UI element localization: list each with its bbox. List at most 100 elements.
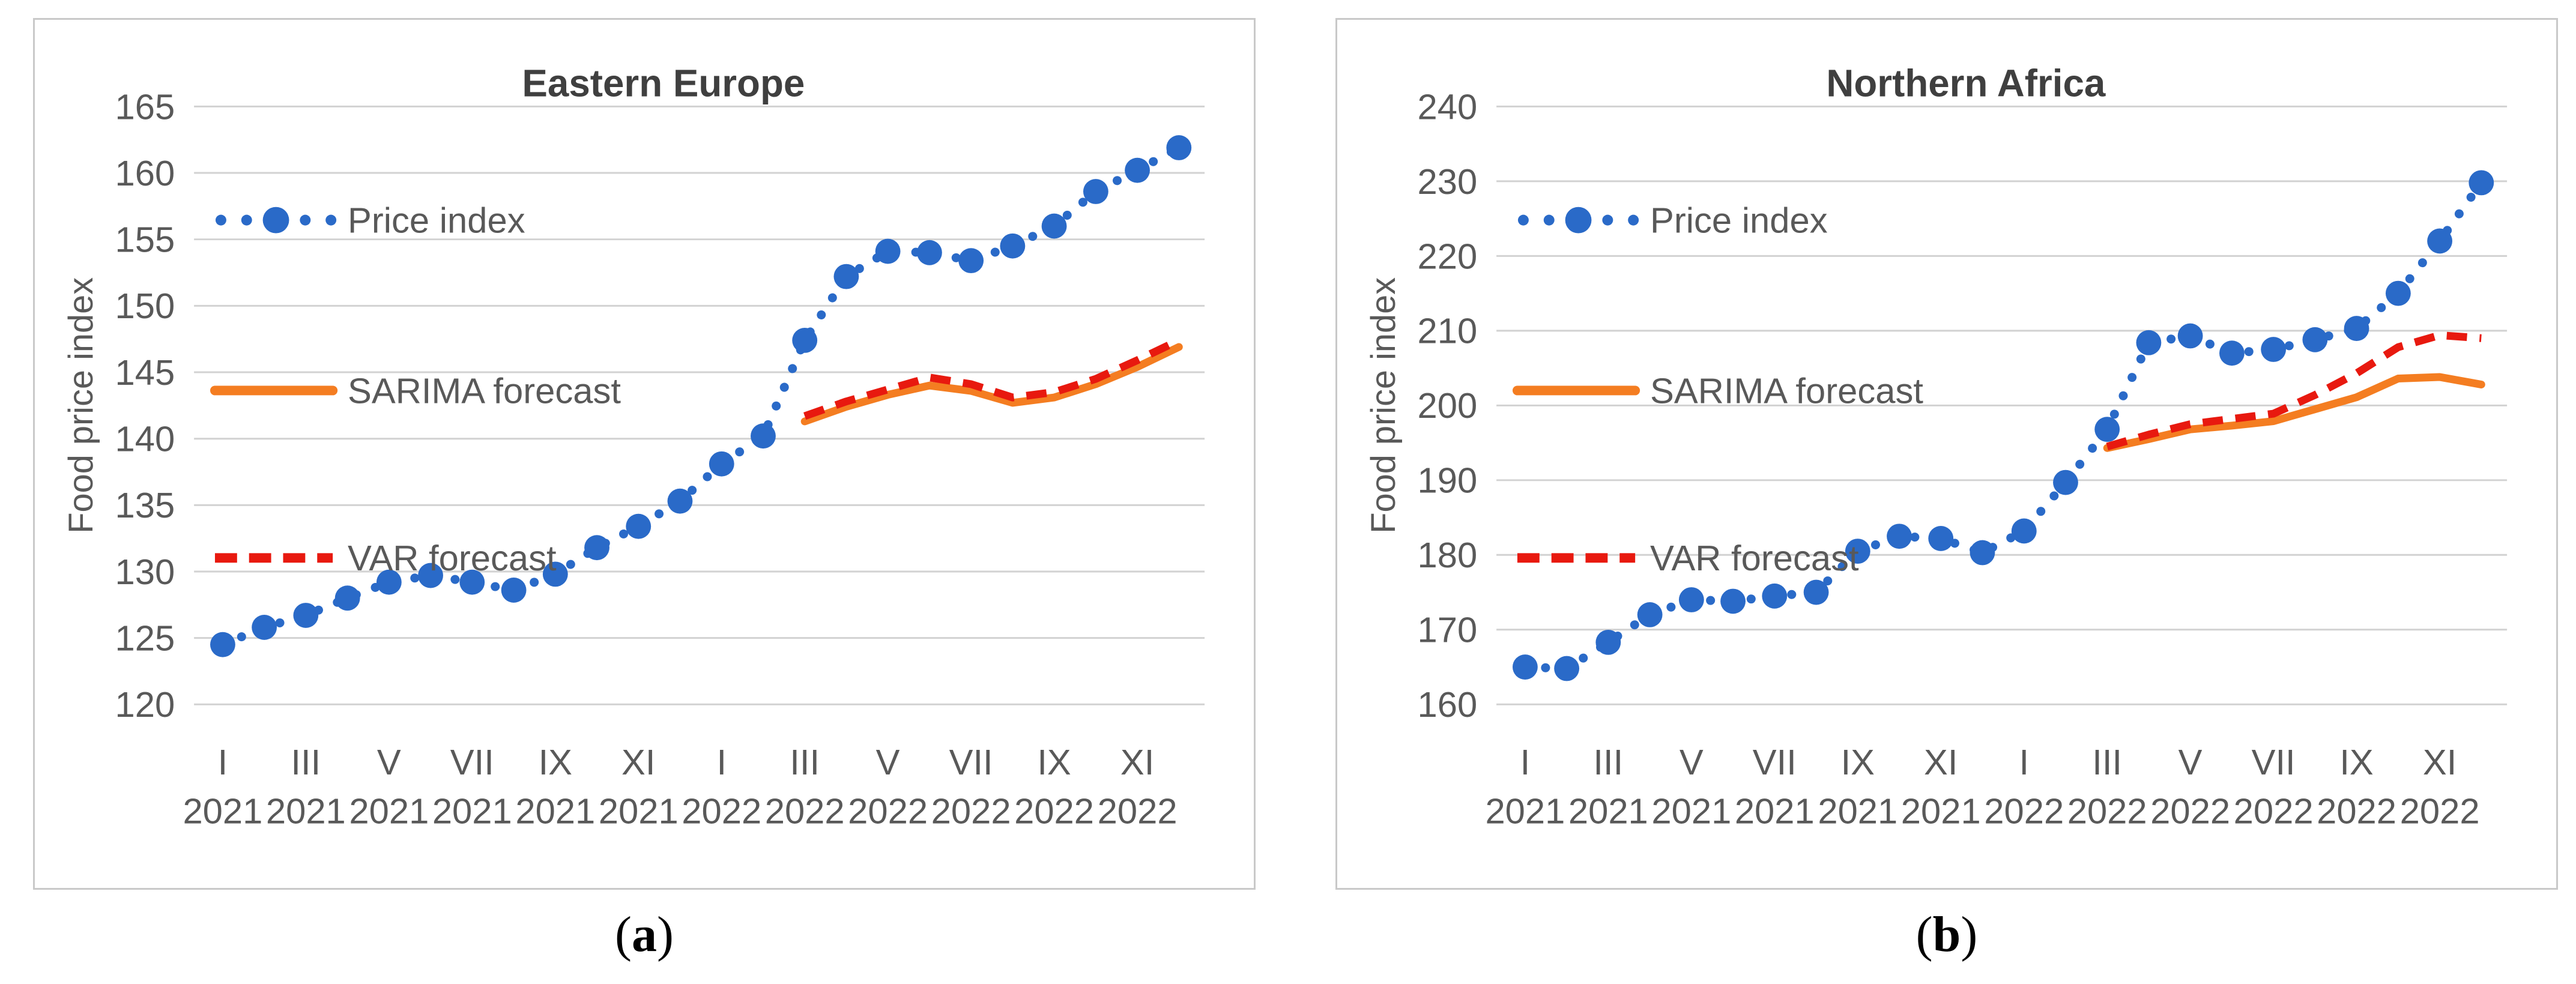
caption-a-letter: a: [632, 907, 657, 962]
legend-dot-large: [262, 207, 289, 234]
x-tick-month: I: [716, 742, 727, 782]
x-tick-month: III: [2092, 742, 2122, 782]
y-tick-label: 210: [1418, 311, 1478, 351]
data-point-marker: [2177, 323, 2203, 349]
legend-dot-small: [1602, 214, 1613, 226]
data-point-marker: [2385, 280, 2411, 306]
data-point-marker: [833, 264, 859, 289]
data-point-marker: [1762, 583, 1788, 609]
data-point-marker: [210, 632, 235, 657]
data-point-marker: [376, 569, 402, 595]
series-sarima-forecast-line: [800, 343, 1183, 426]
caption-b-paren-close: ): [1961, 907, 1978, 962]
x-tick-month: V: [377, 742, 401, 782]
legend-dot-small: [325, 214, 337, 226]
x-tick-year: 2022: [1098, 791, 1178, 831]
data-point-marker: [2302, 327, 2328, 352]
x-tick-month: III: [291, 742, 321, 782]
data-point-marker: [792, 327, 818, 353]
y-tick-label: 240: [1418, 86, 1478, 127]
x-tick-year: 2022: [2400, 791, 2480, 831]
caption-a-paren-close: ): [657, 907, 674, 962]
y-tick-label: 220: [1418, 236, 1478, 276]
x-tick-month: XI: [621, 742, 655, 782]
legend-label: Price index: [348, 201, 525, 241]
x-tick-month: VII: [1753, 742, 1797, 782]
x-tick-month: IX: [1841, 742, 1875, 782]
chart-panel-b: 160 170 180 190 200 210 220 230 240 I 2021 III 2021 V…: [1335, 18, 2558, 890]
y-tick-label: 145: [115, 352, 175, 393]
x-tick-month: XI: [1120, 742, 1154, 782]
caption-a-paren-open: (: [615, 907, 632, 962]
y-tick-label: 230: [1418, 161, 1478, 202]
y-axis-tick-labels: 120 125 130 135 140 145 150 155 160 165: [115, 86, 175, 725]
x-tick-month: III: [1593, 742, 1623, 782]
x-tick-year: 2021: [1901, 791, 1981, 831]
data-point-marker: [584, 535, 609, 561]
legend-label: SARIMA forecast: [1650, 370, 1923, 411]
data-point-marker: [2261, 337, 2287, 362]
y-tick-label: 120: [115, 684, 175, 725]
legend-label: SARIMA forecast: [348, 370, 621, 411]
data-point-marker: [1166, 135, 1192, 160]
x-tick-year: 2022: [2150, 791, 2230, 831]
legend-dot-small: [215, 214, 226, 226]
x-tick-year: 2022: [682, 791, 761, 831]
data-point-marker: [2427, 228, 2453, 254]
x-axis-tick-labels: I 2021 III 2021 V 2021 VII 2021 IX 2021 XI 2021 I 202…: [183, 742, 1177, 832]
legend: Price index SARIMA forecast VAR forecast: [1513, 201, 1923, 578]
data-point-marker: [2219, 340, 2245, 366]
y-axis-tick-labels: 160 170 180 190 200 210 220 230 240: [1418, 86, 1478, 725]
legend-item-sarima-forecast: SARIMA forecast: [210, 370, 621, 411]
legend-marker-dotted: [215, 207, 337, 234]
data-point-marker: [709, 451, 734, 477]
data-point-marker: [1125, 157, 1150, 183]
legend-dot-small: [241, 214, 252, 226]
x-tick-year: 2021: [1818, 791, 1897, 831]
data-point-marker: [751, 423, 776, 449]
caption-b: (b): [1335, 905, 2558, 964]
data-point-marker: [1083, 179, 1108, 204]
chart-title: Northern Africa: [1826, 61, 2106, 104]
x-tick-month: I: [218, 742, 228, 782]
series-sarima-forecast-line: [2103, 373, 2485, 452]
data-point-marker: [1970, 540, 1995, 566]
y-tick-label: 165: [115, 86, 175, 127]
data-point-marker: [1845, 539, 1870, 564]
x-tick-year: 2022: [2067, 791, 2147, 831]
caption-b-paren-open: (: [1915, 907, 1933, 962]
x-tick-year: 2021: [599, 791, 679, 831]
x-tick-year: 2021: [432, 791, 512, 831]
data-point-marker: [1637, 602, 1663, 627]
legend-label: VAR forecast: [348, 538, 557, 578]
x-tick-year: 2021: [1568, 791, 1648, 831]
y-axis-label: Food price index: [62, 277, 100, 534]
series-price-index-markers: [210, 135, 1192, 657]
data-point-marker: [1803, 579, 1829, 605]
data-point-marker: [1513, 654, 1538, 680]
y-tick-label: 170: [1418, 610, 1478, 650]
caption-b-letter: b: [1932, 907, 1961, 962]
data-point-marker: [334, 585, 360, 611]
y-tick-label: 160: [1418, 684, 1478, 725]
x-tick-month: V: [1680, 742, 1704, 782]
x-tick-month: V: [876, 742, 900, 782]
x-axis-tick-labels: I 2021 III 2021 V 2021 VII 2021 IX 2021 XI 2021 I 202…: [1485, 742, 2479, 832]
x-tick-month: V: [2178, 742, 2203, 782]
data-point-marker: [459, 569, 485, 595]
legend-dot-small: [300, 214, 311, 226]
x-tick-month: I: [2019, 742, 2029, 782]
x-tick-year: 2021: [266, 791, 346, 831]
legend-item-var-forecast: VAR forecast: [1517, 538, 1859, 578]
x-tick-month: IX: [2339, 742, 2373, 782]
y-axis-label: Food price index: [1364, 277, 1403, 534]
y-tick-label: 135: [115, 485, 175, 525]
y-tick-label: 180: [1418, 535, 1478, 575]
chart-title: Eastern Europe: [522, 61, 805, 104]
series-var-forecast-line: [2106, 331, 2482, 451]
series-price-index-markers: [1513, 170, 2494, 681]
data-point-marker: [626, 513, 652, 539]
legend-label: VAR forecast: [1650, 538, 1859, 578]
y-tick-label: 160: [115, 153, 175, 193]
